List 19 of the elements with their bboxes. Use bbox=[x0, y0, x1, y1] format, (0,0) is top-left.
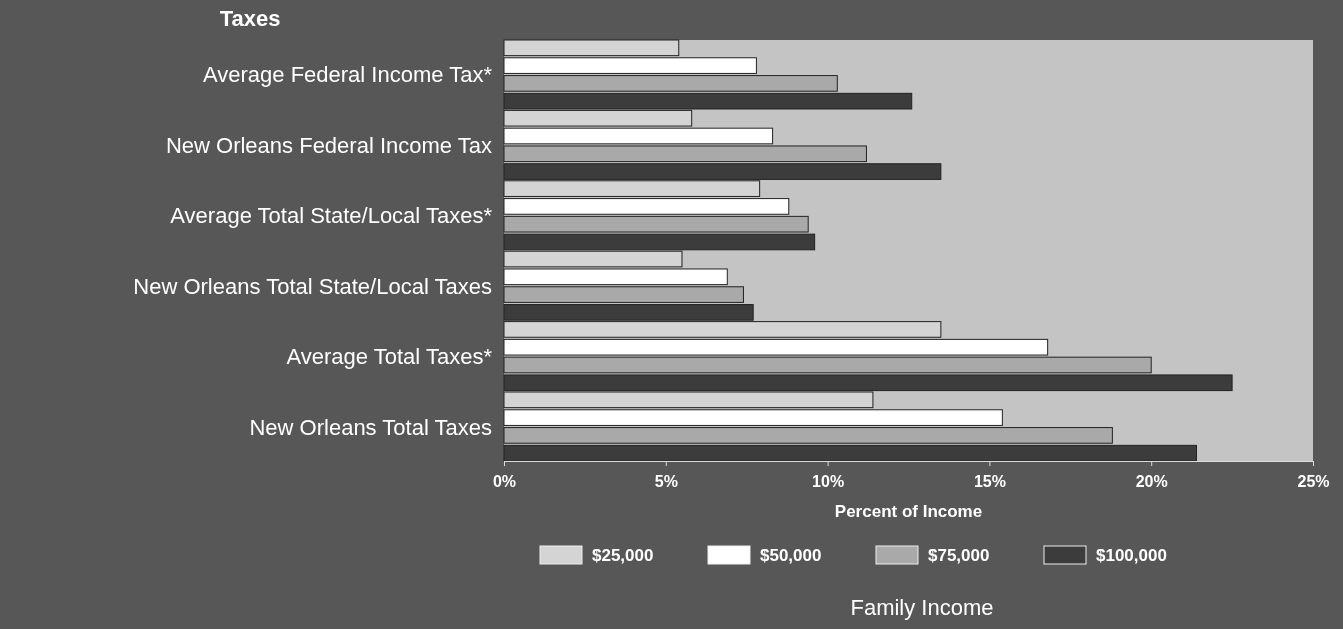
legend-title: Family Income bbox=[850, 595, 994, 620]
legend-label: $25,000 bbox=[592, 546, 654, 565]
x-tick-label: 15% bbox=[973, 472, 1006, 490]
legend-label: $75,000 bbox=[928, 546, 990, 565]
y-tick-label: Average Total State/Local Taxes* bbox=[170, 203, 493, 229]
x-axis-title: Percent of Income bbox=[834, 502, 983, 521]
text: Taxes bbox=[219, 6, 281, 31]
x-tick-label: 20% bbox=[1135, 472, 1168, 490]
legend-label: $50,000 bbox=[760, 546, 822, 565]
x-tick-label: 0% bbox=[492, 472, 517, 490]
y-tick-label: New Orleans Federal Income Tax bbox=[165, 132, 492, 158]
x-tick-label: 5% bbox=[654, 472, 678, 490]
y-tick-label: Average Total Taxes* bbox=[286, 344, 493, 370]
y-tick-label: New Orleans Total Taxes bbox=[249, 414, 492, 440]
y-tick-label: Average Federal Income Tax* bbox=[202, 62, 493, 88]
x-tick-label: 10% bbox=[812, 472, 845, 490]
legend-label: $100,000 bbox=[1096, 546, 1167, 565]
x-tick-label: 25% bbox=[1297, 472, 1330, 490]
y-tick-label: New Orleans Total State/Local Taxes bbox=[133, 273, 492, 299]
